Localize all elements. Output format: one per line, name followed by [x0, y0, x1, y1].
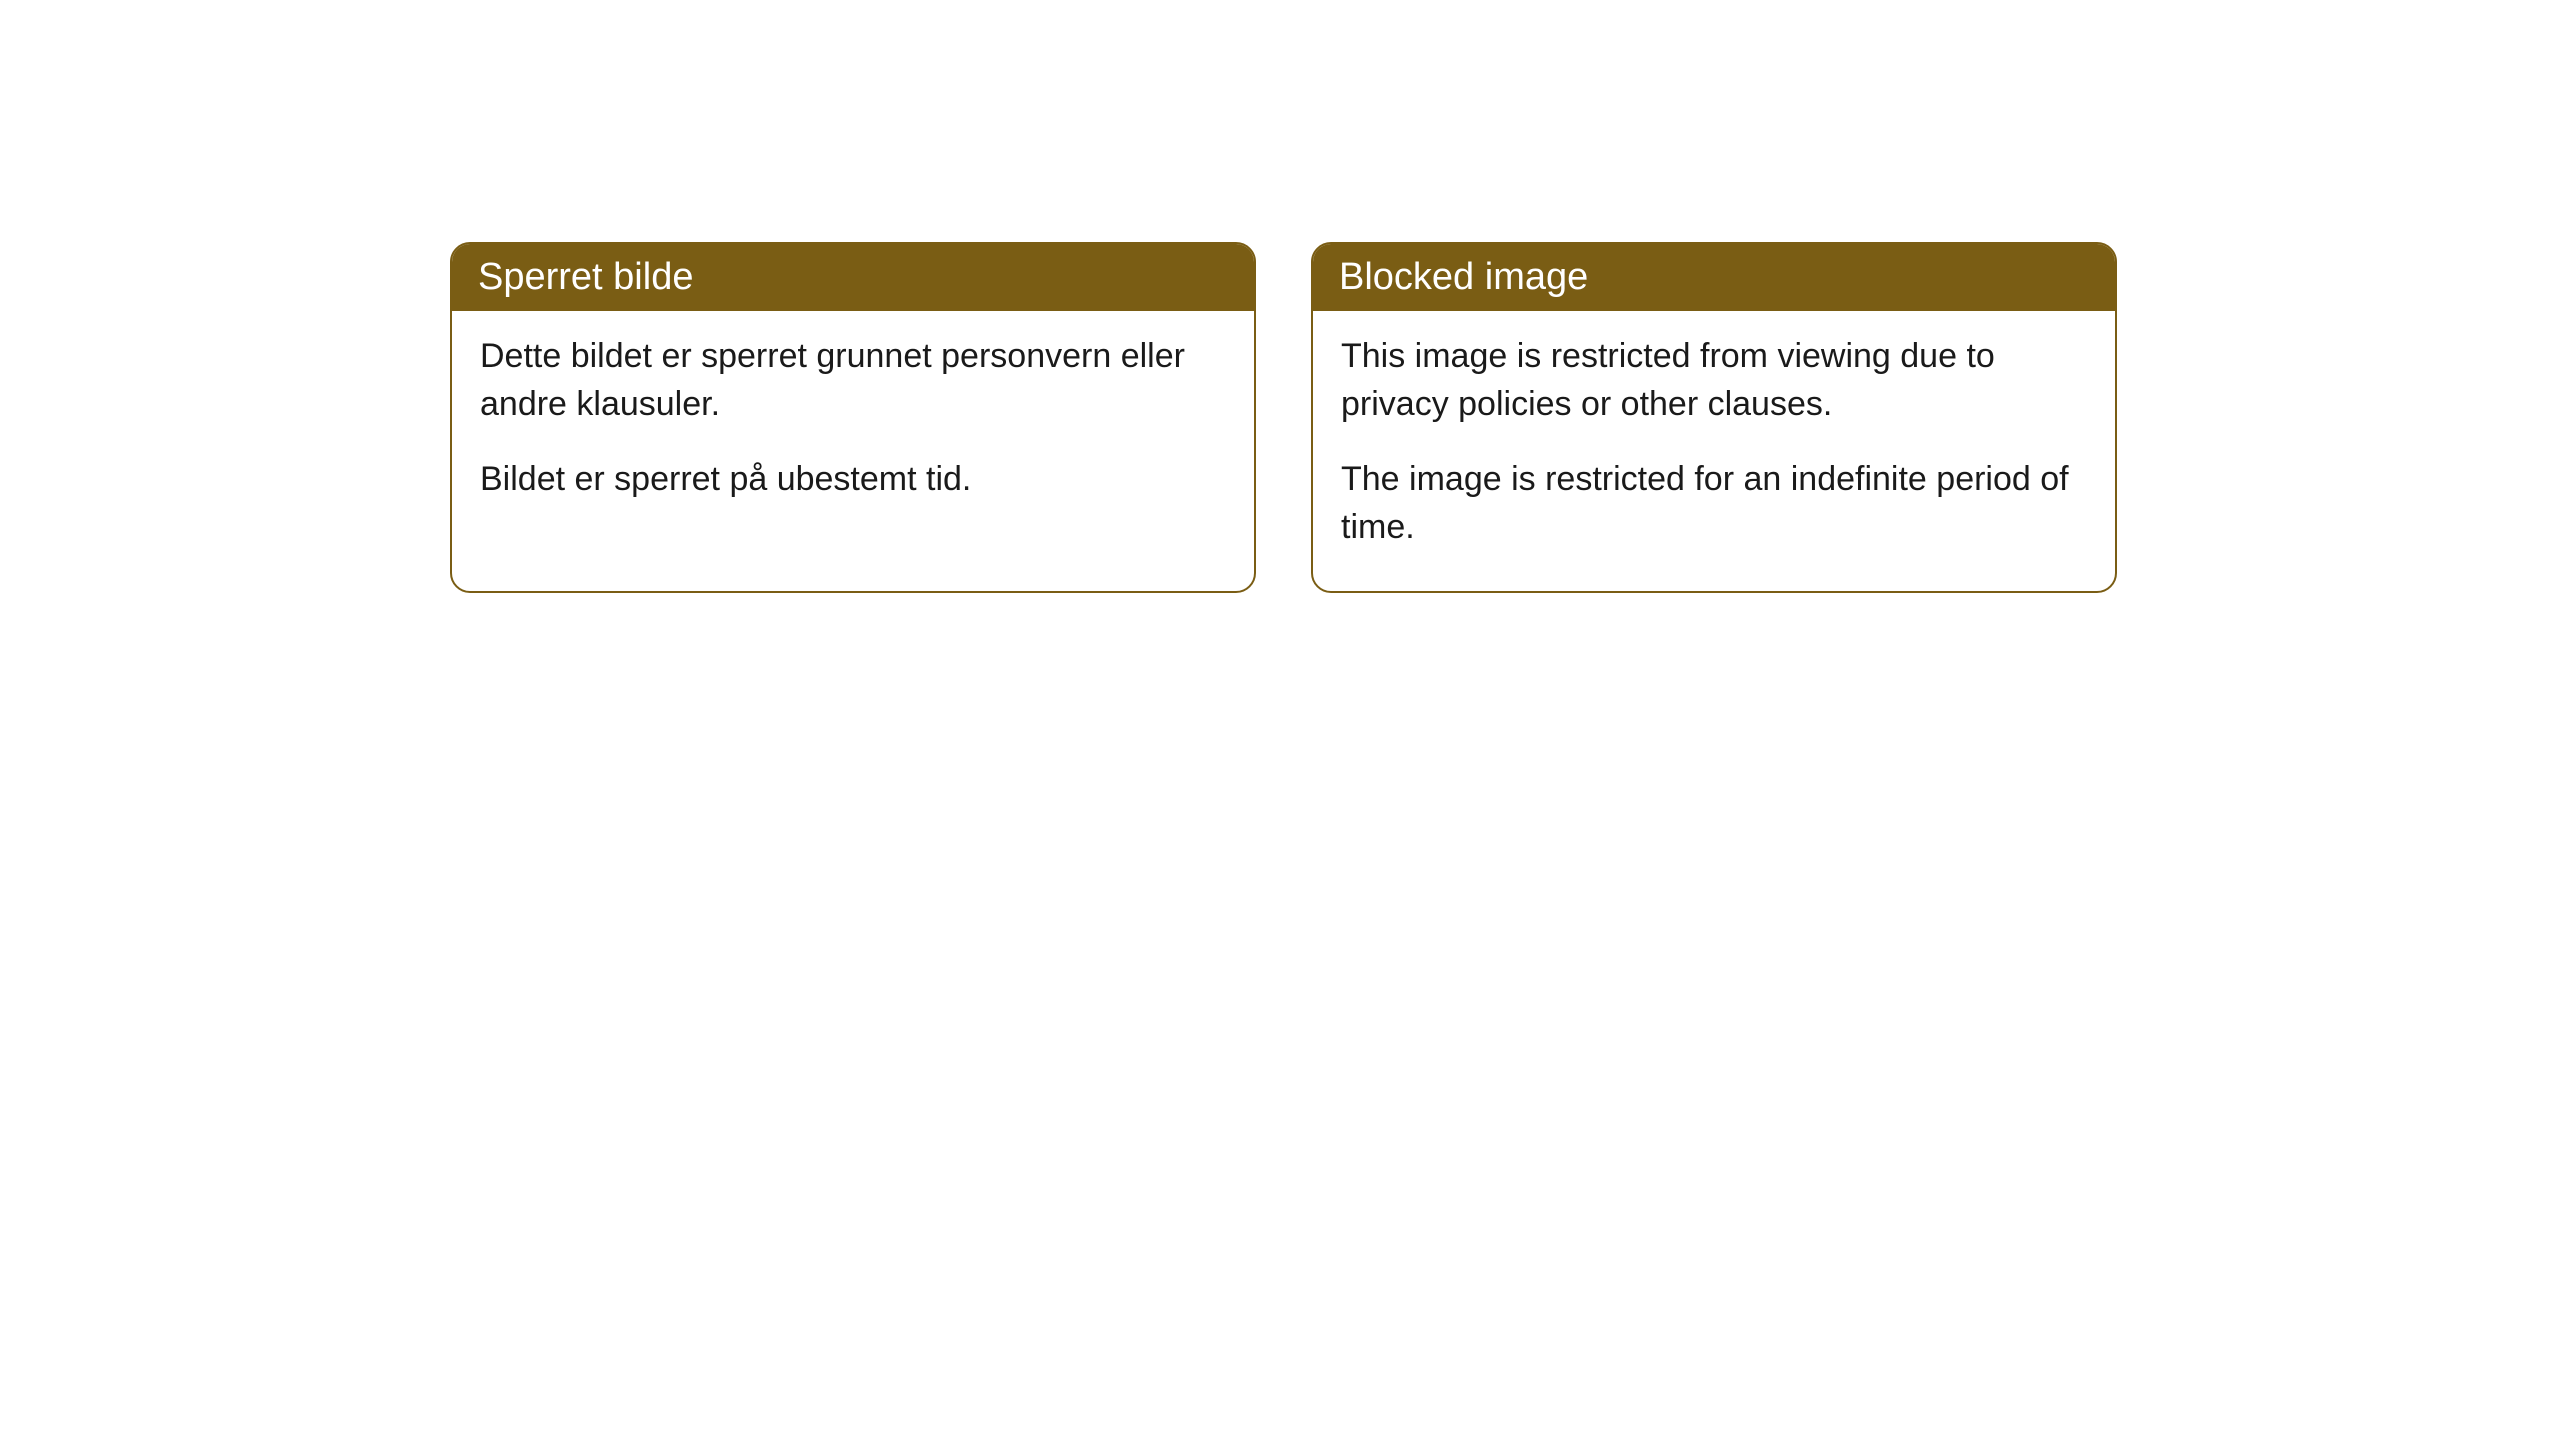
card-header-english: Blocked image [1313, 244, 2115, 311]
cards-container: Sperret bilde Dette bildet er sperret gr… [450, 242, 2117, 593]
card-paragraph: This image is restricted from viewing du… [1341, 333, 2087, 428]
card-english: Blocked image This image is restricted f… [1311, 242, 2117, 593]
card-header-norwegian: Sperret bilde [452, 244, 1254, 311]
card-paragraph: The image is restricted for an indefinit… [1341, 456, 2087, 551]
card-norwegian: Sperret bilde Dette bildet er sperret gr… [450, 242, 1256, 593]
card-body-english: This image is restricted from viewing du… [1313, 311, 2115, 591]
card-paragraph: Dette bildet er sperret grunnet personve… [480, 333, 1226, 428]
card-body-norwegian: Dette bildet er sperret grunnet personve… [452, 311, 1254, 544]
card-paragraph: Bildet er sperret på ubestemt tid. [480, 456, 1226, 504]
